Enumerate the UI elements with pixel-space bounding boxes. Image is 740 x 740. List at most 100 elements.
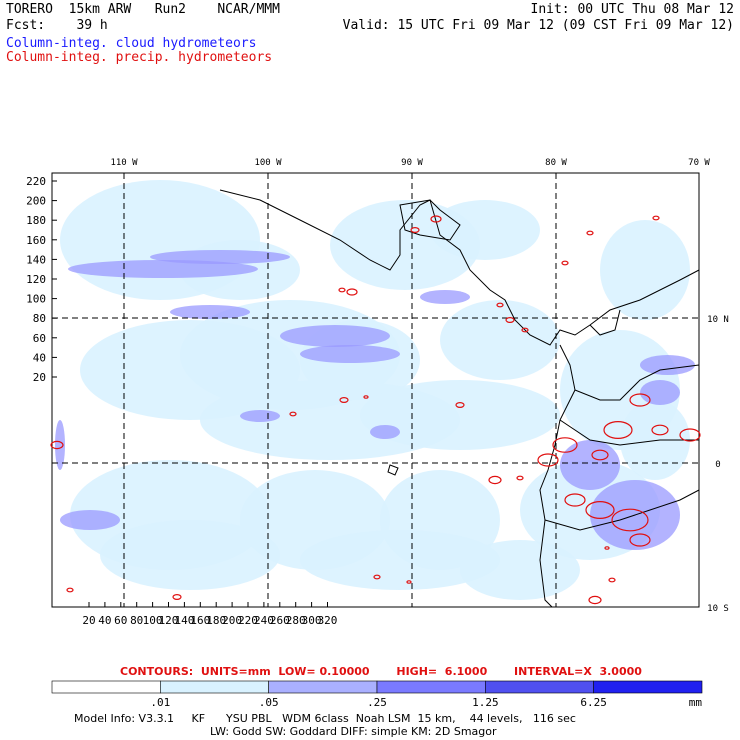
precip-contour xyxy=(588,595,602,605)
y-tick-label: 40 xyxy=(33,351,46,364)
lon-label: 100 W xyxy=(254,158,282,168)
valid-time: Valid: 15 UTC Fri 09 Mar 12 (09 CST Fri … xyxy=(342,18,734,33)
forecast-hour: Fcst: 39 h xyxy=(6,18,108,33)
x-tick-label: 240 xyxy=(254,614,274,627)
precip-contour xyxy=(50,440,64,450)
precip-contour xyxy=(505,317,515,324)
colorbar-label: 1.25 xyxy=(472,696,499,709)
x-tick-label: 180 xyxy=(206,614,226,627)
precip-contour xyxy=(591,449,609,461)
precip-contour xyxy=(455,402,465,409)
precip-contour xyxy=(652,215,660,221)
x-tick-label: 140 xyxy=(174,614,194,627)
colorbar-unit: mm xyxy=(689,696,703,709)
precip-contours xyxy=(50,215,701,605)
lon-label: 110 W xyxy=(110,158,138,168)
cloud-area-light xyxy=(430,200,540,260)
cloud-legend: Column-integ. cloud hydrometeors xyxy=(6,36,257,51)
precip-contour xyxy=(66,587,74,593)
colorbar-label: .25 xyxy=(367,696,387,709)
y-tick-label: 60 xyxy=(33,332,46,345)
cloud-field xyxy=(55,180,695,600)
precip-contour xyxy=(629,393,651,407)
precip-contour xyxy=(346,288,358,296)
precip-contour xyxy=(488,475,502,485)
colorbar-segment xyxy=(268,680,378,694)
contour-info: CONTOURS: UNITS=mm LOW= 0.10000 HIGH= 6.… xyxy=(120,665,642,678)
cloud-area-dense xyxy=(240,410,280,422)
colorbar-label: 6.25 xyxy=(580,696,607,709)
cloud-area-dense xyxy=(280,325,390,347)
cloud-area-dense xyxy=(150,250,290,264)
colorbar-segment xyxy=(593,680,703,694)
precip-contour xyxy=(516,475,524,481)
x-tick-label: 60 xyxy=(114,614,127,627)
x-tick-label: 100 xyxy=(143,614,163,627)
precip-contour xyxy=(172,593,182,600)
x-tick-label: 80 xyxy=(130,614,143,627)
precip-contour xyxy=(289,411,297,417)
y-tick-label: 80 xyxy=(33,312,46,325)
precip-contour xyxy=(679,428,701,442)
colorbar-segment xyxy=(485,680,594,694)
precip-contour xyxy=(608,577,616,583)
coastline xyxy=(559,419,699,446)
x-tick-label: 120 xyxy=(159,614,179,627)
lat-lon-grid xyxy=(52,173,699,607)
cloud-area-light xyxy=(360,380,560,450)
y-tick-label: 160 xyxy=(26,234,46,247)
cloud-area-dense xyxy=(560,440,620,490)
precip-contour xyxy=(373,574,381,580)
precip-contour xyxy=(629,533,651,547)
colorbar-label: .05 xyxy=(259,696,279,709)
precip-contour xyxy=(363,395,369,399)
y-tick-label: 140 xyxy=(26,253,46,266)
colorbar-segment xyxy=(160,680,269,694)
colorbar-segment xyxy=(51,680,161,694)
cloud-area-dense xyxy=(370,425,400,439)
precip-contour xyxy=(410,227,420,234)
cloud-area-dense xyxy=(300,345,400,363)
lon-label: 70 W xyxy=(688,158,710,168)
y-tick-label: 180 xyxy=(26,214,46,227)
y-tick-label: 100 xyxy=(26,293,46,306)
precip-contour xyxy=(586,230,594,236)
precip-contour xyxy=(585,501,615,520)
lon-label: 90 W xyxy=(401,158,423,168)
x-tick-label: 200 xyxy=(222,614,242,627)
lat-label: 10 N xyxy=(707,315,729,325)
y-tick-label: 220 xyxy=(26,175,46,188)
precip-contour xyxy=(430,215,442,223)
cloud-area-dense xyxy=(68,260,258,278)
coastlines xyxy=(219,189,700,608)
precip-contour xyxy=(604,546,610,550)
model-physics: LW: Godd SW: Goddard DIFF: simple KM: 2D… xyxy=(210,725,497,738)
lon-label: 80 W xyxy=(545,158,567,168)
precip-contour xyxy=(603,421,633,440)
precip-contour xyxy=(339,397,349,404)
x-tick-label: 320 xyxy=(318,614,338,627)
precip-contour xyxy=(651,424,669,436)
galapagos-islands xyxy=(387,464,399,476)
model-info: Model Info: V3.3.1 KF YSU PBL WDM 6class… xyxy=(74,712,576,725)
init-time: Init: 00 UTC Thu 08 Mar 12 xyxy=(530,2,735,17)
run-title: TORERO 15km ARW Run2 NCAR/MMM xyxy=(6,2,280,17)
cloud-area-light xyxy=(440,300,560,380)
x-tick-label: 300 xyxy=(302,614,322,627)
x-tick-label: 160 xyxy=(190,614,210,627)
precip-contour xyxy=(564,493,586,507)
precip-contour xyxy=(338,287,346,293)
x-tick-label: 280 xyxy=(286,614,306,627)
cloud-area-dense xyxy=(55,420,65,470)
coastline xyxy=(589,309,621,336)
precip-contour xyxy=(537,453,559,467)
cloud-area-light xyxy=(300,530,500,590)
colorbar-label: .01 xyxy=(150,696,170,709)
cloud-area-dense xyxy=(170,305,250,319)
cloud-area-light xyxy=(460,540,580,600)
precip-contour xyxy=(496,302,504,308)
coastline xyxy=(574,364,700,401)
